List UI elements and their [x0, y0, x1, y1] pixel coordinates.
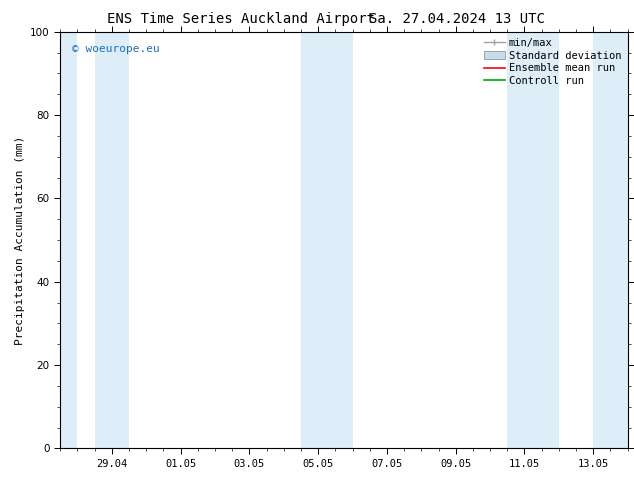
- Bar: [94, 32, 129, 448]
- Text: © woeurope.eu: © woeurope.eu: [72, 44, 159, 54]
- Bar: [507, 32, 559, 448]
- Bar: [60, 32, 77, 448]
- Bar: [593, 32, 628, 448]
- Text: ENS Time Series Auckland Airport: ENS Time Series Auckland Airport: [107, 12, 375, 26]
- Legend: min/max, Standard deviation, Ensemble mean run, Controll run: min/max, Standard deviation, Ensemble me…: [480, 34, 626, 90]
- Bar: [301, 32, 353, 448]
- Text: Sa. 27.04.2024 13 UTC: Sa. 27.04.2024 13 UTC: [368, 12, 545, 26]
- Y-axis label: Precipitation Accumulation (mm): Precipitation Accumulation (mm): [15, 135, 25, 345]
